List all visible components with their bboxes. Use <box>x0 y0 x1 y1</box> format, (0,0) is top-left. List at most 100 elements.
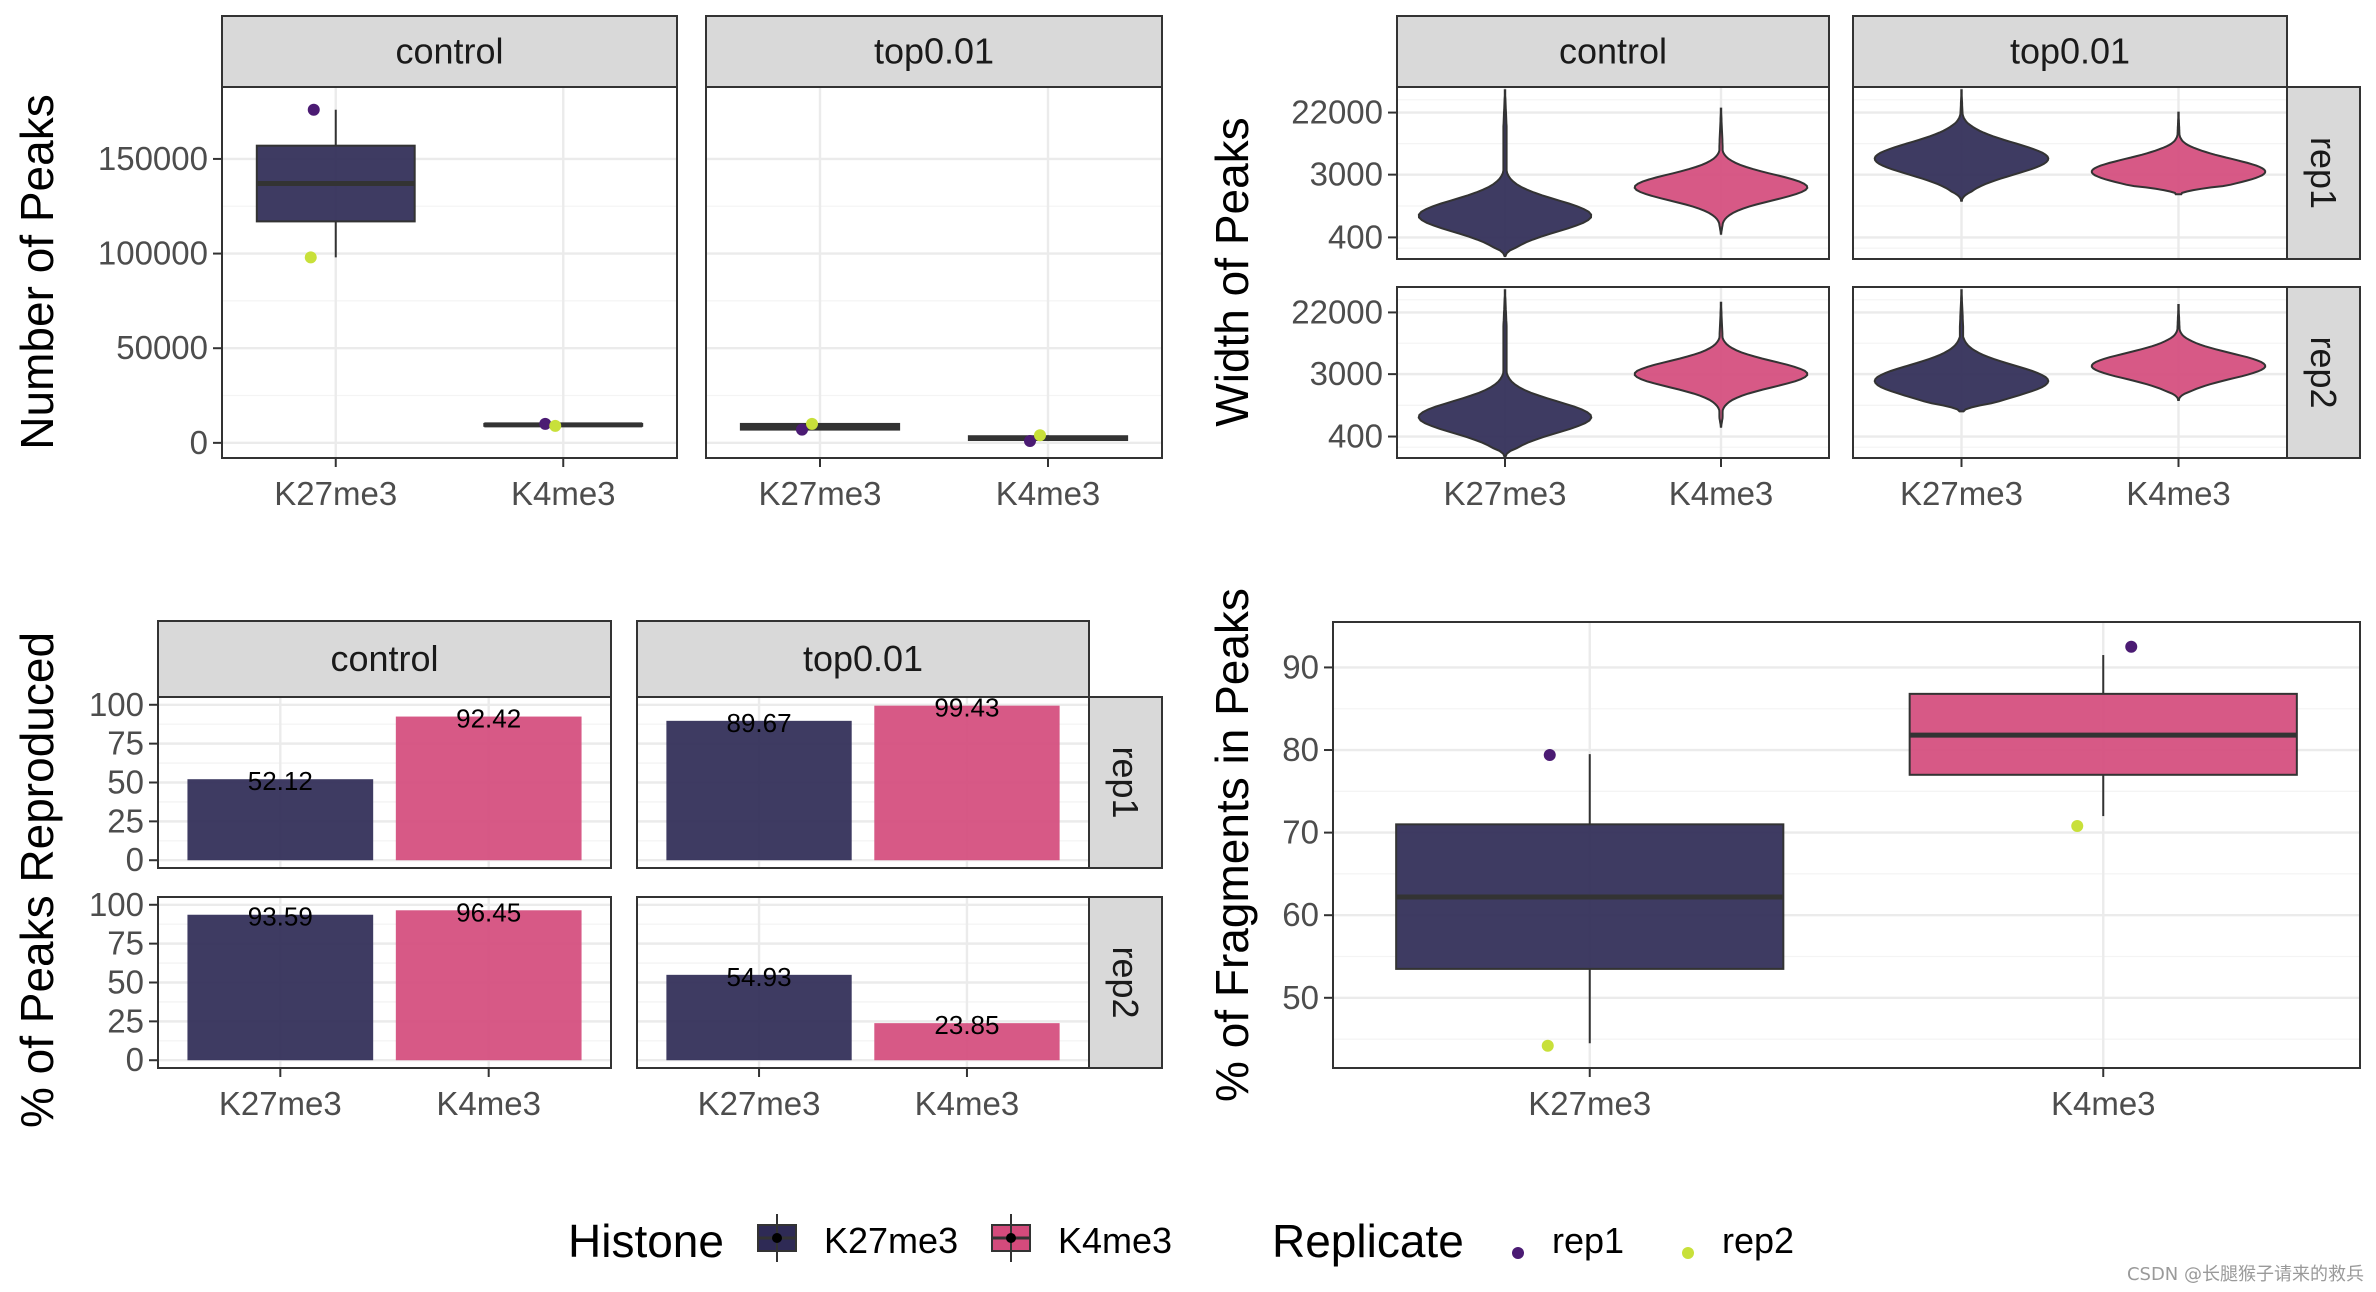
facet-strip-label: rep2 <box>2303 336 2344 408</box>
x-tick-label: K27me3 <box>1900 475 2023 512</box>
y-tick-label: 50 <box>1282 979 1319 1016</box>
x-tick-label: K4me3 <box>1669 475 1774 512</box>
x-tick-label: K4me3 <box>511 475 616 512</box>
y-tick-label: 22000 <box>1291 293 1383 330</box>
panel-border <box>1332 621 2361 1069</box>
facet-strip-label: top0.01 <box>874 31 994 72</box>
y-tick-label: 50 <box>107 964 144 1001</box>
y-tick-label: 90 <box>1282 648 1319 685</box>
legend-item-label: rep2 <box>1722 1220 1794 1261</box>
y-tick-label: 100000 <box>98 235 208 272</box>
y-tick-label: 0 <box>126 841 144 878</box>
legend-key-point <box>1512 1247 1524 1259</box>
violin <box>1417 289 1593 458</box>
bar-value-label: 89.67 <box>727 708 792 738</box>
facet-strip <box>1396 15 1830 88</box>
y-axis-title: % of Fragments in Peaks <box>1206 588 1258 1102</box>
replicate-point <box>549 419 562 432</box>
replicate-point <box>2125 640 2138 653</box>
bar <box>187 914 374 1061</box>
bar-value-label: 92.42 <box>456 704 521 734</box>
facet-strip-label: rep1 <box>2303 137 2344 209</box>
y-tick-label: 150000 <box>98 140 208 177</box>
legend-key-point <box>1682 1247 1694 1259</box>
legend-key-point <box>1006 1233 1016 1243</box>
violin <box>1633 301 1809 428</box>
bar-value-label: 96.45 <box>456 897 521 927</box>
legend-key-point <box>772 1233 782 1243</box>
replicate-point <box>307 103 320 116</box>
facet-strip-label: control <box>1559 31 1667 72</box>
bar <box>395 716 582 861</box>
replicate-point <box>806 417 818 430</box>
violin <box>1633 107 1809 235</box>
facet-strip <box>2286 286 2361 459</box>
facet-strip <box>636 620 1090 698</box>
violin <box>2090 111 2267 196</box>
x-tick-label: K4me3 <box>996 475 1101 512</box>
bar <box>666 720 852 861</box>
y-axis-title: % of Peaks Reproduced <box>11 632 63 1128</box>
replicate-point <box>1034 429 1046 442</box>
facet-strip <box>1852 15 2288 88</box>
y-tick-label: 25 <box>107 1002 144 1039</box>
y-tick-label: 22000 <box>1291 94 1383 131</box>
replicate-point <box>539 417 552 430</box>
x-tick-label: K27me3 <box>219 1085 342 1122</box>
y-tick-label: 100 <box>89 686 144 723</box>
y-tick-label: 25 <box>107 802 144 839</box>
y-tick-label: 0 <box>190 424 208 461</box>
facet-strip <box>1088 896 1163 1069</box>
facet-strip <box>221 15 678 88</box>
facet-strip <box>2286 86 2361 260</box>
panel-background <box>222 87 677 458</box>
panel-background <box>706 87 1162 458</box>
frames-layer <box>149 15 2361 1077</box>
y-axis-title: Width of Peaks <box>1206 117 1258 426</box>
x-tick-label: K27me3 <box>274 475 397 512</box>
facet-strip-label: top0.01 <box>803 638 923 679</box>
bar <box>874 705 1060 861</box>
facet-strip-label: control <box>395 31 503 72</box>
violin <box>1873 89 2050 202</box>
facet-strip-label: control <box>330 638 438 679</box>
legend-item-label: K4me3 <box>1058 1220 1172 1261</box>
replicate-point <box>796 423 808 436</box>
marks-layer <box>187 89 2298 1061</box>
facet-strip <box>157 620 612 698</box>
y-tick-label: 3000 <box>1310 156 1383 193</box>
legend-title-histone: Histone <box>568 1215 724 1267</box>
y-tick-label: 0 <box>126 1041 144 1078</box>
bar-value-label: 52.12 <box>248 766 313 796</box>
x-tick-label: K27me3 <box>1444 475 1567 512</box>
y-tick-label: 75 <box>107 725 144 762</box>
bar <box>395 910 582 1061</box>
bar-value-label: 99.43 <box>934 693 999 723</box>
y-tick-label: 3000 <box>1310 355 1383 392</box>
facet-strip <box>1088 696 1163 869</box>
watermark-text: CSDN @长腿猴子请来的救兵 <box>2127 1264 2364 1285</box>
y-tick-label: 80 <box>1282 731 1319 768</box>
violin <box>1873 289 2050 413</box>
replicate-point <box>1541 1039 1554 1052</box>
facet-strip <box>705 15 1163 88</box>
facet-strip-label: rep2 <box>1105 946 1146 1018</box>
y-tick-label: 50000 <box>116 329 208 366</box>
y-axis-title: Number of Peaks <box>11 94 63 449</box>
legend-item-label: K27me3 <box>824 1220 958 1261</box>
bar-value-label: 23.85 <box>934 1010 999 1040</box>
bar <box>187 779 374 861</box>
x-tick-label: K4me3 <box>915 1085 1020 1122</box>
y-tick-label: 400 <box>1328 218 1383 255</box>
bar-value-label: 93.59 <box>248 902 313 932</box>
legend-title-replicate: Replicate <box>1272 1215 1464 1267</box>
panel-border <box>1396 286 1830 459</box>
replicate-point <box>2071 820 2084 833</box>
x-tick-label: K27me3 <box>759 475 882 512</box>
violin <box>2090 304 2267 401</box>
violin <box>1417 89 1593 257</box>
facet-strip-label: rep1 <box>1105 746 1146 818</box>
y-tick-label: 70 <box>1282 814 1319 851</box>
